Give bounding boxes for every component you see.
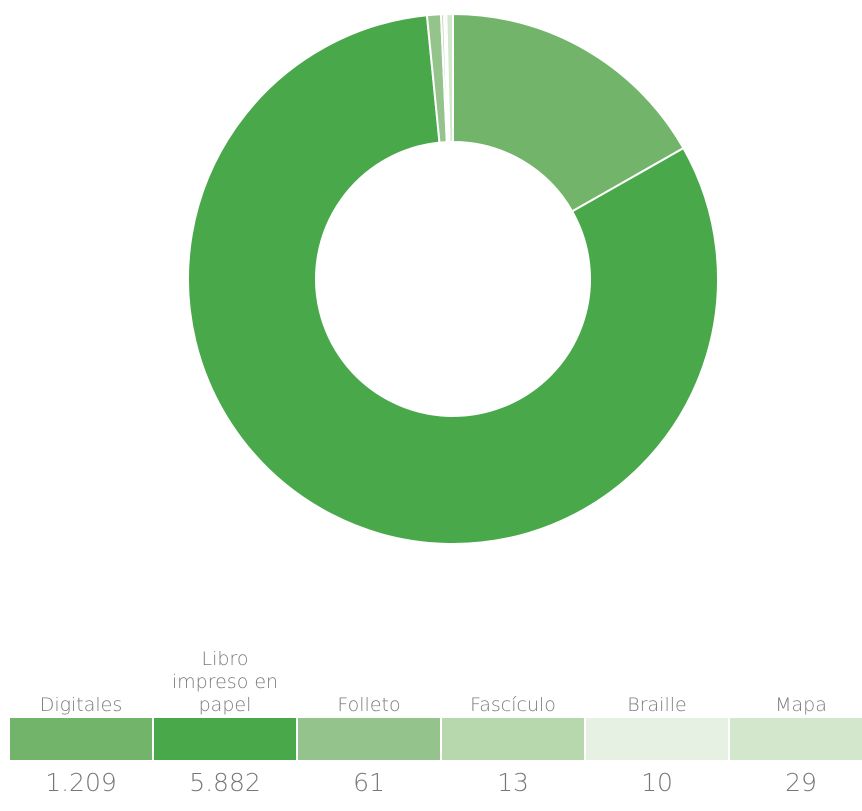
- legend-value-braille: 10: [586, 768, 728, 797]
- legend-swatch-folleto: [298, 718, 440, 760]
- legend-value-mapa: 29: [730, 768, 862, 797]
- legend-label-mapa: Mapa: [730, 600, 862, 717]
- donut-chart: [0, 0, 862, 600]
- legend-item-digitales: Digitales 1.209: [10, 600, 152, 805]
- legend-label-fasciculo: Fascículo: [442, 600, 584, 717]
- legend-item-mapa: Mapa 29: [730, 600, 862, 805]
- legend-swatch-braille: [586, 718, 728, 760]
- legend-label-folleto: Folleto: [298, 600, 440, 717]
- legend-item-braille: Braille 10: [586, 600, 728, 805]
- legend-label-libro-impreso: Libro impreso en papel: [154, 600, 296, 717]
- legend-item-libro-impreso: Libro impreso en papel 5.882: [154, 600, 296, 805]
- legend-swatch-fasciculo: [442, 718, 584, 760]
- legend-swatch-mapa: [730, 718, 862, 760]
- legend-value-folleto: 61: [298, 768, 440, 797]
- legend-swatch-digitales: [10, 718, 152, 760]
- legend-item-folleto: Folleto 61: [298, 600, 440, 805]
- legend-value-libro-impreso: 5.882: [154, 768, 296, 797]
- legend-label-digitales: Digitales: [10, 600, 152, 717]
- legend-label-braille: Braille: [586, 600, 728, 717]
- legend-item-fasciculo: Fascículo 13: [442, 600, 584, 805]
- legend-value-fasciculo: 13: [442, 768, 584, 797]
- legend-value-digitales: 1.209: [10, 768, 152, 797]
- legend-swatch-libro-impreso: [154, 718, 296, 760]
